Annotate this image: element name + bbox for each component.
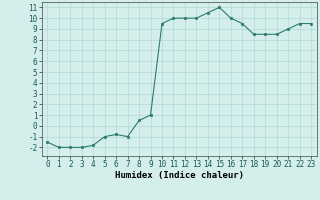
- X-axis label: Humidex (Indice chaleur): Humidex (Indice chaleur): [115, 171, 244, 180]
